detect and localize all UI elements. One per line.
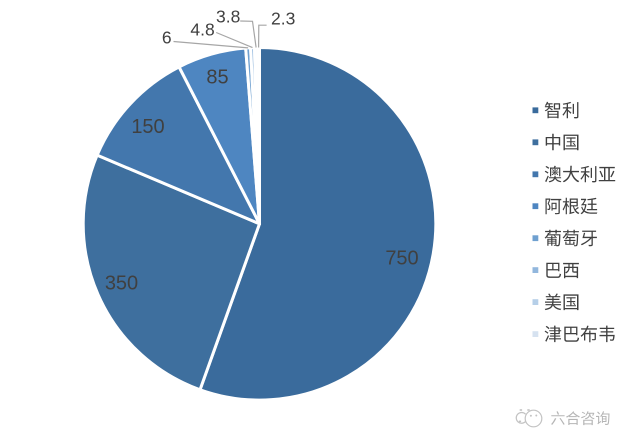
svg-text:2.3: 2.3: [271, 8, 295, 28]
svg-text:6: 6: [162, 28, 172, 48]
svg-text:750: 750: [385, 248, 418, 270]
svg-text:85: 85: [206, 67, 228, 89]
svg-text:350: 350: [105, 273, 138, 295]
svg-text:150: 150: [131, 116, 164, 138]
svg-text:4.8: 4.8: [190, 19, 214, 39]
svg-text:3.8: 3.8: [216, 6, 240, 26]
